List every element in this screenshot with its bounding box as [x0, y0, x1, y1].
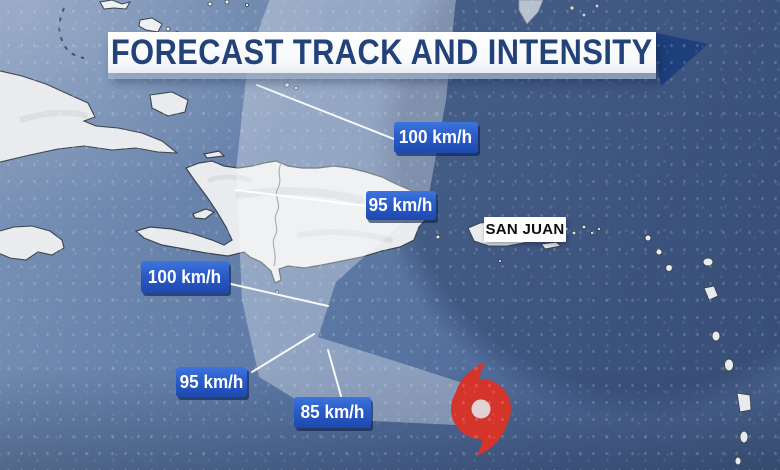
banner-ribbon-fold — [652, 32, 708, 86]
cuba-landmass — [0, 70, 189, 163]
track-leader-lines — [230, 84, 395, 397]
intensity-label-south-west: 95 km/h — [176, 367, 247, 397]
intensity-label-north: 100 km/h — [394, 122, 478, 153]
cuba-relief — [19, 109, 89, 123]
san-juan-label: SAN JUAN — [484, 217, 566, 242]
hurricane-icon — [450, 362, 511, 456]
page-title: FORECAST TRACK AND INTENSITY — [111, 32, 653, 72]
intensity-label-southwest: 100 km/h — [141, 261, 229, 293]
virgin-islands — [563, 224, 601, 236]
title-banner: FORECAST TRACK AND INTENSITY — [108, 32, 656, 73]
hispaniola-landmass — [134, 150, 429, 295]
lesser-antilles-islands — [498, 234, 752, 466]
intensity-label-south-east: 85 km/h — [294, 397, 371, 428]
jamaica-landmass — [0, 225, 65, 261]
haiti-dr-border — [272, 163, 282, 267]
intensity-label-east-hispaniola: 95 km/h — [366, 191, 436, 220]
